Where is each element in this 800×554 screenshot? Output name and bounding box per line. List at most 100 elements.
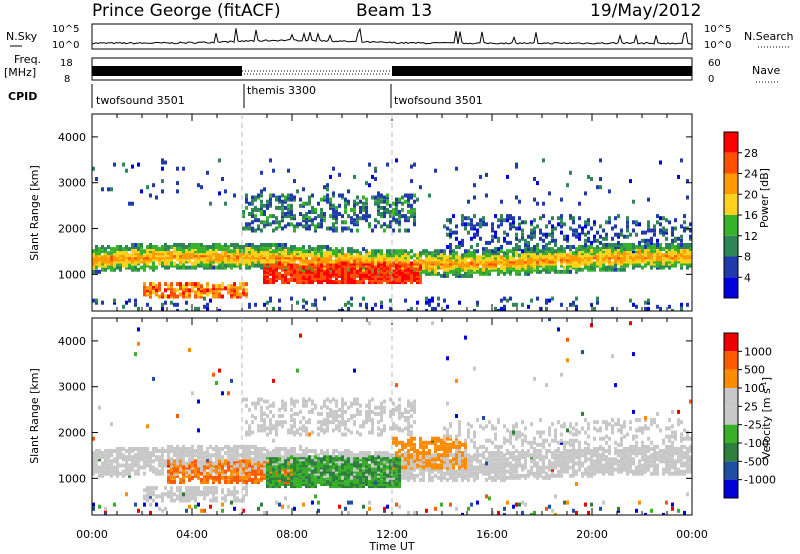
velocity-cell <box>194 467 197 472</box>
velocity-cell <box>128 463 131 468</box>
power-cell <box>620 253 623 258</box>
power-cell <box>428 193 431 198</box>
velocity-cell <box>215 496 218 501</box>
power-cell <box>362 296 365 301</box>
power-cell <box>95 298 98 303</box>
velocity-cell <box>356 463 359 468</box>
velocity-cell <box>371 409 374 414</box>
velocity-cell <box>215 475 218 480</box>
power-cell <box>260 203 263 208</box>
power-cell <box>233 253 236 258</box>
power-cell <box>551 263 554 268</box>
power-cell <box>341 280 344 285</box>
power-cell <box>338 253 341 258</box>
velocity-cell <box>176 486 179 491</box>
power-cell <box>308 249 311 254</box>
velocity-cell <box>299 444 302 449</box>
velocity-cell <box>197 451 200 456</box>
velocity-cell <box>365 457 368 462</box>
power-cell <box>260 259 263 264</box>
power-cell <box>413 253 416 258</box>
power-cell <box>626 234 629 239</box>
power-cell <box>560 302 563 307</box>
power-cell <box>470 273 473 278</box>
velocity-cell <box>161 492 164 497</box>
velocity-cell <box>260 502 263 507</box>
velocity-cell <box>281 420 284 425</box>
power-cell <box>383 205 386 210</box>
velocity-cell <box>248 455 251 460</box>
power-cell <box>266 199 269 204</box>
velocity-cell <box>239 467 242 472</box>
power-cell <box>644 245 647 249</box>
colorbar-tick-label: 24 <box>744 168 758 181</box>
power-cell <box>161 306 164 311</box>
power-cell <box>320 280 323 285</box>
power-cell <box>167 259 170 264</box>
velocity-cell <box>167 447 170 451</box>
velocity-cell <box>368 457 371 462</box>
power-cell <box>170 294 173 299</box>
power-cell <box>212 290 215 295</box>
velocity-cell <box>356 480 359 484</box>
power-cell <box>161 302 164 307</box>
velocity-cell <box>380 453 383 458</box>
power-cell <box>287 278 290 282</box>
power-cell <box>353 259 356 264</box>
velocity-cell <box>356 461 359 466</box>
power-cell <box>158 294 161 299</box>
power-cell <box>293 253 296 258</box>
power-cell <box>587 259 590 264</box>
velocity-cell <box>260 451 263 456</box>
power-cell <box>269 296 272 301</box>
power-cell <box>404 269 407 274</box>
power-cell <box>569 253 572 258</box>
power-cell <box>518 199 521 204</box>
power-cell <box>278 261 281 266</box>
power-cell <box>449 220 452 225</box>
power-cell <box>401 207 404 212</box>
power-cell <box>176 288 179 293</box>
power-cell <box>527 234 530 239</box>
velocity-cell <box>188 467 191 472</box>
colorbar-swatch <box>724 277 738 298</box>
power-cell <box>152 261 155 266</box>
power-cell <box>266 205 269 210</box>
velocity-cell <box>368 500 371 505</box>
power-cell <box>353 222 356 227</box>
power-cell <box>341 273 344 278</box>
power-cell <box>143 249 146 254</box>
power-cell <box>335 259 338 264</box>
velocity-cell <box>284 477 287 482</box>
velocity-cell <box>341 484 344 489</box>
power-cell <box>260 170 263 175</box>
velocity-cell <box>275 484 278 489</box>
power-cell <box>410 249 413 254</box>
power-cell <box>173 261 176 266</box>
power-cell <box>122 257 125 262</box>
power-cell <box>302 257 305 262</box>
power-cell <box>596 185 599 190</box>
velocity-cell <box>278 502 281 507</box>
velocity-cell <box>152 376 155 381</box>
velocity-cell <box>302 461 305 466</box>
power-cell <box>680 253 683 258</box>
power-cell <box>584 249 587 254</box>
power-cell <box>320 257 323 262</box>
power-cell <box>515 243 518 247</box>
velocity-cell <box>185 467 188 472</box>
power-cell <box>134 257 137 262</box>
power-cell <box>278 253 281 258</box>
power-cell <box>446 267 449 272</box>
power-cell <box>137 259 140 264</box>
velocity-cell <box>152 490 155 495</box>
velocity-cell <box>278 469 281 474</box>
power-cell <box>548 220 551 225</box>
power-cell <box>212 284 215 289</box>
power-cell <box>308 263 311 268</box>
velocity-cell <box>299 409 302 414</box>
velocity-cell <box>107 471 110 476</box>
power-cell <box>365 269 368 274</box>
velocity-cell <box>260 414 263 418</box>
velocity-cell <box>170 467 173 472</box>
